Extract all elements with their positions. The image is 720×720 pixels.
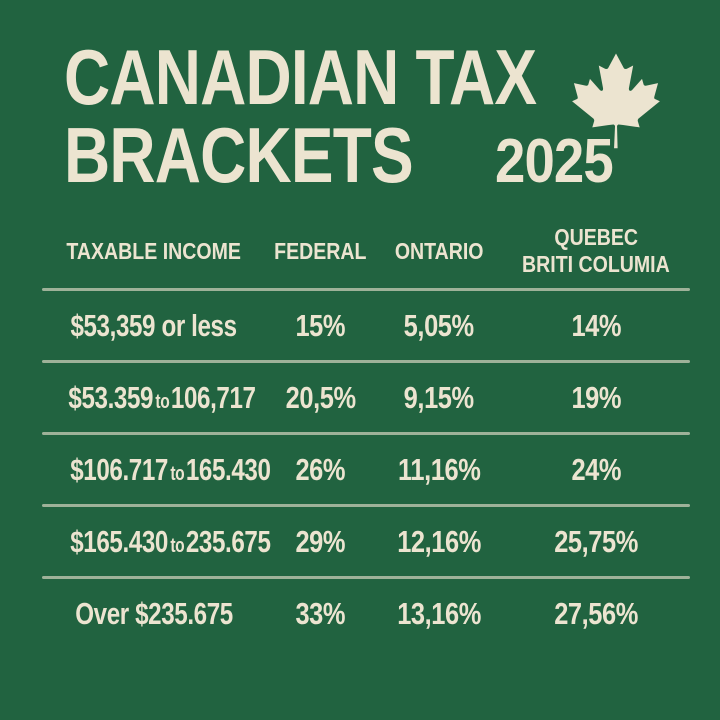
federal-cell: 15% — [295, 307, 346, 343]
ontario-cell: 11,16% — [397, 451, 481, 487]
quebec-bc-cell: 14% — [571, 307, 621, 343]
quebec-bc-cell: 19% — [571, 379, 621, 415]
header-federal: FEDERAL — [274, 237, 367, 264]
row-divider — [42, 432, 690, 435]
maple-leaf-icon — [560, 46, 672, 166]
table-row: $53.359 to106,717 20,5% 9,15% 19% — [42, 363, 690, 432]
federal-cell: 33% — [295, 595, 346, 631]
income-cell: Over $235.675 — [74, 595, 233, 631]
ontario-cell: 9,15% — [403, 379, 474, 415]
federal-cell: 29% — [295, 523, 346, 559]
title-line-1: CANADIAN TAX — [64, 33, 640, 121]
header-quebec-line1: QUEBEC — [554, 223, 638, 250]
table-header-row: TAXABLE INCOME FEDERAL ONTARIO QUEBEC BR… — [42, 214, 690, 288]
table-row: Over $235.675 33% 13,16% 27,56% — [42, 579, 690, 648]
page-title: CANADIAN TAX BRACKETS 2025 — [64, 33, 640, 199]
income-cell: $165.430 to235.675 — [70, 523, 271, 559]
row-divider — [42, 576, 690, 579]
ontario-cell: 12,16% — [397, 523, 481, 559]
header-divider — [42, 288, 690, 291]
federal-cell: 26% — [295, 451, 346, 487]
title-text-1: CANADIAN TAX — [64, 33, 537, 121]
quebec-bc-cell: 24% — [571, 451, 621, 487]
quebec-bc-cell: 27,56% — [554, 595, 638, 631]
title-line-2: BRACKETS 2025 — [64, 110, 640, 199]
title-text-2: BRACKETS — [64, 110, 414, 199]
ontario-cell: 13,16% — [397, 595, 481, 631]
income-cell: $53.359 to106,717 — [68, 379, 256, 415]
title-year: 2025 — [495, 126, 614, 196]
header-quebec-line2: BRITI COLUMIA — [522, 251, 670, 277]
tax-table: TAXABLE INCOME FEDERAL ONTARIO QUEBEC BR… — [42, 214, 690, 648]
header-taxable-income: TAXABLE INCOME — [66, 237, 242, 264]
income-cell: $53,359 or less — [70, 307, 238, 343]
federal-cell: 20,5% — [285, 379, 356, 415]
header-quebec-bc: QUEBEC BRITI COLUMIA — [502, 224, 690, 278]
quebec-bc-cell: 25,75% — [554, 523, 638, 559]
table-row: $106.717 to165.430 26% 11,16% 24% — [42, 435, 690, 504]
income-cell: $106.717 to165.430 — [70, 451, 271, 487]
row-divider — [42, 360, 690, 363]
row-divider — [42, 504, 690, 507]
table-row: $53,359 or less 15% 5,05% 14% — [42, 291, 690, 360]
header-ontario: ONTARIO — [394, 237, 484, 264]
table-row: $165.430 to235.675 29% 12,16% 25,75% — [42, 507, 690, 576]
ontario-cell: 5,05% — [403, 307, 474, 343]
